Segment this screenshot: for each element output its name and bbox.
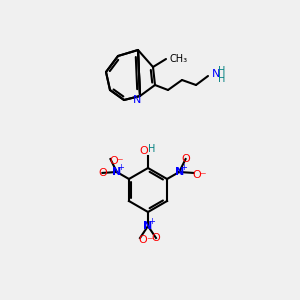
Text: O: O xyxy=(181,154,190,164)
Text: +: + xyxy=(117,164,124,172)
Text: N: N xyxy=(112,167,122,177)
Text: CH₃: CH₃ xyxy=(170,54,188,64)
Text: H: H xyxy=(218,74,226,84)
Text: O: O xyxy=(98,168,107,178)
Text: N: N xyxy=(133,95,141,105)
Text: ⁻: ⁻ xyxy=(116,157,123,169)
Text: +: + xyxy=(148,218,155,226)
Text: N: N xyxy=(143,221,153,231)
Text: N: N xyxy=(212,69,220,79)
Text: ⁻: ⁻ xyxy=(146,236,152,248)
Text: O: O xyxy=(152,233,160,243)
Text: H: H xyxy=(148,144,156,154)
Text: +: + xyxy=(180,164,187,172)
Text: ⁻: ⁻ xyxy=(199,170,206,183)
Text: O: O xyxy=(109,156,118,166)
Text: N: N xyxy=(175,167,184,177)
Text: O: O xyxy=(139,235,147,245)
Text: H: H xyxy=(218,66,226,76)
Text: O: O xyxy=(192,170,201,180)
Text: O: O xyxy=(140,146,148,156)
